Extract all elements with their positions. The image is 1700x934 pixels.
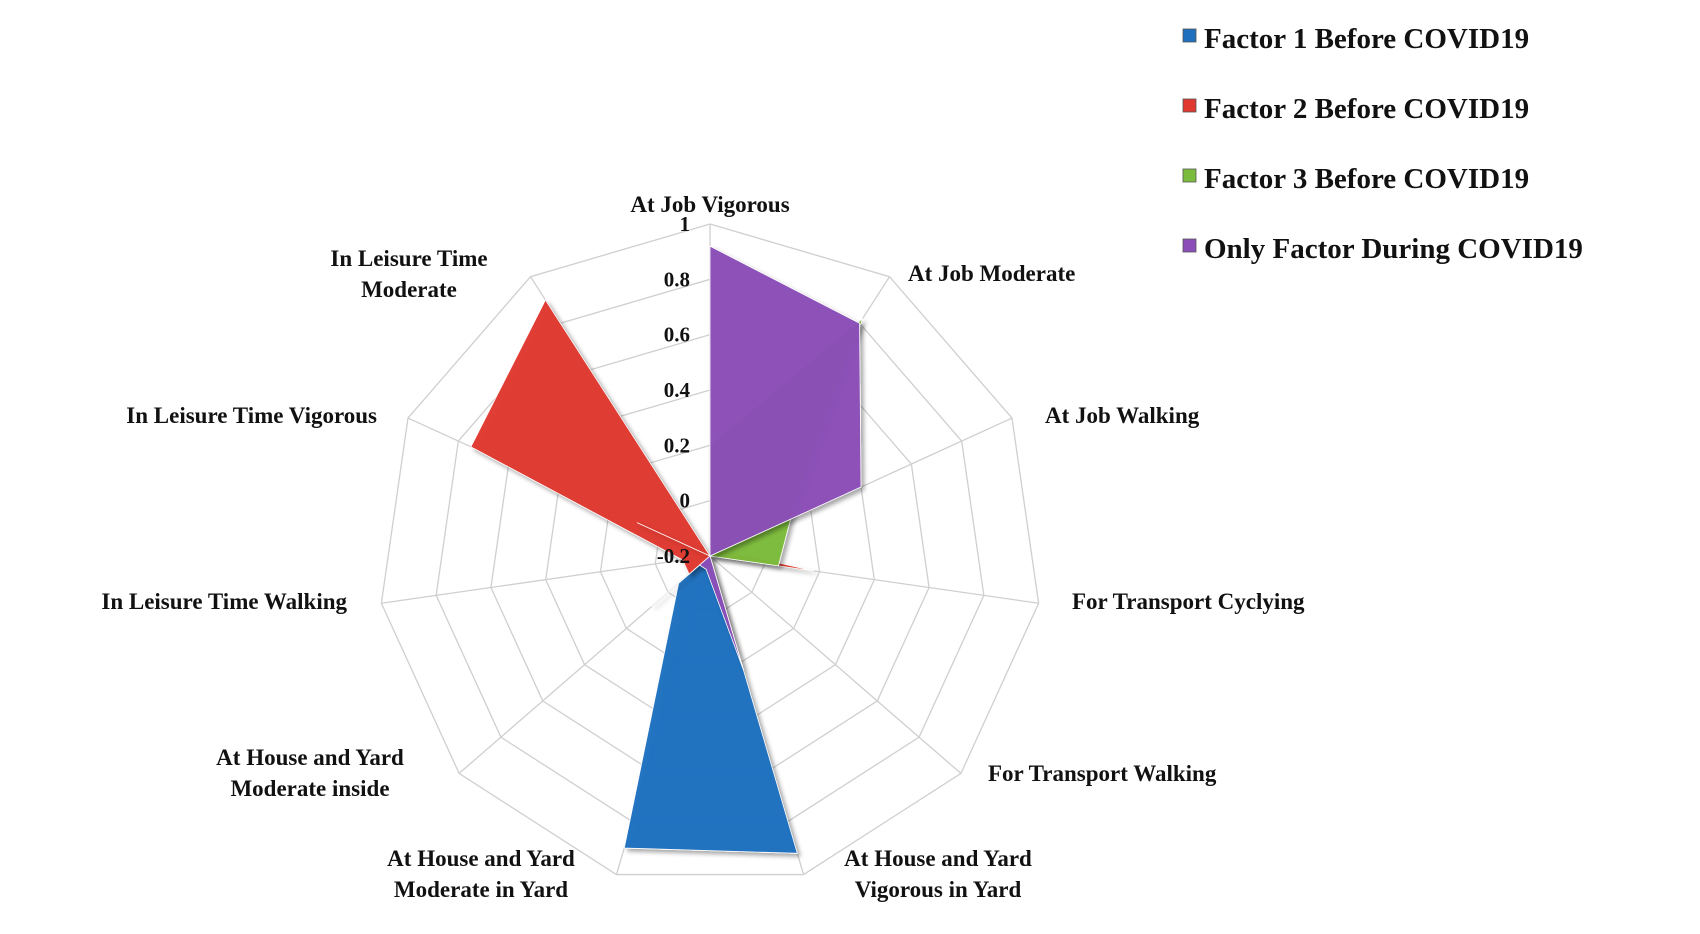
legend-label-4: Only Factor During COVID19: [1204, 233, 1583, 265]
legend-label-1: Factor 1 Before COVID19: [1204, 23, 1529, 55]
tick-label: 0.8: [664, 267, 690, 291]
tick-label: 0: [680, 489, 691, 513]
legend-label-2: Factor 2 Before COVID19: [1204, 93, 1529, 125]
axis-label: In Leisure Time Walking: [101, 589, 347, 614]
tick-label: 0.6: [664, 323, 690, 347]
axis-label: For Transport Walking: [988, 761, 1217, 786]
axis-label: At Job Moderate: [908, 261, 1075, 286]
tick-label: 0.4: [664, 378, 691, 402]
axis-label: In Leisure Time Moderate: [330, 246, 487, 302]
legend-swatch-2: [1182, 98, 1197, 113]
tick-label: 1: [680, 212, 691, 236]
axis-label: At Job Vigorous: [630, 192, 789, 217]
legend-label-3: Factor 3 Before COVID19: [1204, 163, 1529, 195]
tick-labels: -0.2 0 0.2 0.4 0.6 0.8 1: [657, 212, 691, 568]
grid-spoke-4: [709, 555, 962, 774]
tick-label: -0.2: [657, 544, 690, 568]
tick-label: 0.2: [664, 433, 690, 457]
axis-label: At House and Yard Moderate in Yard: [387, 846, 575, 902]
axis-label: For Transport Cyclying: [1072, 589, 1305, 614]
axis-label: At Job Walking: [1045, 403, 1200, 428]
legend-swatch-4: [1182, 238, 1197, 253]
legend-swatch-3: [1182, 168, 1197, 183]
axis-label: At House and Yard Vigorous in Yard: [844, 846, 1032, 902]
series-4-area: [636, 245, 862, 671]
legend-swatch-1: [1182, 28, 1197, 43]
legend: Factor 1 Before COVID19 Factor 2 Before C…: [1182, 23, 1583, 265]
axis-label: In Leisure Time Vigorous: [126, 403, 377, 428]
grid-ring-6: [380, 223, 1040, 876]
series-1-area: [623, 555, 798, 854]
grid-spoke-8: [381, 555, 711, 604]
axis-labels: At Job Vigorous At Job Moderate At Job Wal…: [101, 192, 1305, 902]
series-layer: [470, 245, 864, 854]
axis-label: At House and Yard Moderate inside: [216, 745, 404, 801]
